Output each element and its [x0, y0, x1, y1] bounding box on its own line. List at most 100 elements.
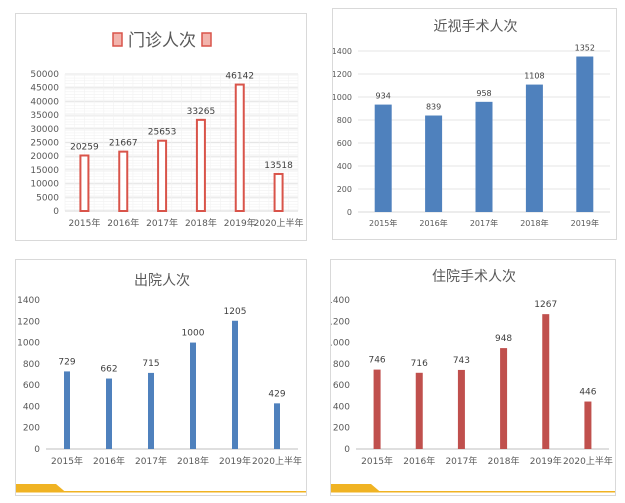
x-tick-label: 2015年 [361, 455, 393, 467]
bar-2 [157, 139, 168, 212]
data-label: 662 [100, 365, 117, 375]
x-tick-label: 2016年 [403, 455, 435, 467]
bar-3 [190, 342, 196, 449]
x-tick-label: 2017年 [135, 455, 167, 467]
x-tick-label: 2019年 [219, 455, 251, 467]
bar-2 [475, 101, 493, 212]
y-tick-label: 45000 [30, 84, 59, 94]
data-label: 729 [58, 357, 75, 367]
y-tick-label: 20000 [30, 152, 59, 162]
y-tick-label: 50000 [30, 70, 59, 80]
chart-title: 出院人次 [134, 273, 190, 289]
accent-line [16, 491, 306, 493]
y-tick-label: 10000 [30, 180, 59, 190]
chart-svg: 近视手术人次 0 200 400 600 800 1000 1200 1400 934 2015年 8… [333, 19, 610, 228]
y-tick-label: 600 [23, 381, 40, 391]
bar-0 [374, 104, 392, 212]
y-tick-label: 200 [337, 185, 352, 194]
chart-title: 近视手术人次 [434, 19, 518, 35]
data-label: 1352 [575, 44, 595, 53]
bar-1 [106, 378, 112, 449]
accent-tab [16, 484, 66, 493]
data-label: 1108 [524, 72, 544, 81]
x-tick-label: 2019年 [224, 217, 256, 229]
data-label: 948 [495, 334, 512, 344]
x-tick-label: 2016年 [107, 217, 139, 229]
x-tick-label: 2018年 [177, 455, 209, 467]
accent-line [331, 491, 615, 493]
y-tick-label: 0 [347, 208, 352, 217]
y-tick-label: 1200 [333, 70, 352, 79]
data-label: 429 [268, 389, 285, 399]
x-tick-label: 2017年 [146, 217, 178, 229]
chart-panel-myopia-surgery: 近视手术人次 0 200 400 600 800 1000 1200 1400 934 2015年 8… [332, 8, 617, 240]
bar-0 [373, 369, 381, 449]
data-label: 716 [411, 359, 428, 369]
y-tick-label: 600 [337, 139, 352, 148]
x-tick-label: 2019年 [530, 455, 562, 467]
bar-1 [415, 372, 423, 449]
bar-4 [234, 83, 245, 212]
y-tick-label: 200 [23, 424, 40, 434]
bar-3 [525, 84, 543, 212]
x-tick-label: 2016年 [419, 218, 447, 228]
y-tick-label: 1200 [331, 317, 350, 327]
data-label: 958 [476, 89, 491, 98]
y-tick-label: 600 [333, 381, 350, 391]
chart-panel-outpatient: 门诊人次 0 5000 10000 15000 20000 25000 30000 35000 4… [15, 13, 307, 241]
y-tick-label: 15000 [30, 166, 59, 176]
x-tick-label: 2018年 [488, 455, 520, 467]
bar-4 [232, 320, 238, 449]
bar-5 [584, 401, 592, 449]
x-tick-label: 2020上半年 [254, 217, 304, 229]
data-label: 20259 [70, 142, 99, 152]
x-tick-label: 2017年 [445, 455, 477, 467]
y-tick-label: 400 [23, 402, 40, 412]
x-tick-label: 2019年 [571, 218, 599, 228]
bar-3 [195, 118, 206, 212]
data-label: 746 [368, 356, 385, 366]
chart-title: 住院手术人次 [432, 269, 516, 285]
y-tick-label: 800 [333, 360, 350, 370]
bar-0 [79, 154, 90, 212]
y-tick-label: 1200 [17, 317, 40, 327]
data-label: 21667 [109, 139, 138, 149]
chart-svg: 出院人次 0 200 400 600 800 1000 1200 1400 729 2015年 662… [16, 273, 306, 493]
data-label: 1000 [182, 329, 205, 339]
y-tick-label: 0 [34, 445, 40, 455]
y-tick-label: 1000 [333, 93, 352, 102]
y-tick-label: 1400 [333, 47, 352, 56]
y-tick-label: 0 [344, 445, 350, 455]
data-label: 1205 [224, 307, 247, 317]
y-tick-label: 400 [333, 402, 350, 412]
y-tick-label: 1000 [331, 339, 350, 349]
accent-tab [331, 484, 381, 493]
bar-3 [500, 348, 508, 449]
data-label: 715 [142, 359, 159, 369]
chart-svg: 住院手术人次 0 200 400 600 800 1000 1200 1400 746 2015年 7… [331, 269, 615, 493]
y-tick-label: 1400 [17, 296, 40, 306]
y-tick-label: 400 [337, 162, 352, 171]
y-tick-label: 35000 [30, 111, 59, 121]
data-label: 743 [453, 356, 470, 366]
x-tick-label: 2017年 [470, 218, 498, 228]
y-tick-label: 30000 [30, 125, 59, 135]
x-tick-label: 2015年 [68, 217, 100, 229]
bar-5 [273, 172, 284, 212]
chart-panel-inpatient-surgery: 住院手术人次 0 200 400 600 800 1000 1200 1400 746 2015年 7… [330, 259, 616, 496]
data-label: 25653 [148, 128, 177, 138]
x-tick-label: 2020上半年 [252, 455, 302, 467]
legend-marker-right [201, 32, 212, 47]
bar-4 [542, 314, 550, 449]
data-label: 46142 [225, 72, 254, 82]
x-tick-label: 2016年 [93, 455, 125, 467]
y-tick-label: 800 [337, 116, 352, 125]
x-tick-label: 2020上半年 [563, 455, 613, 467]
bar-0 [64, 371, 70, 449]
y-tick-label: 40000 [30, 97, 59, 107]
x-tick-label: 2015年 [369, 218, 397, 228]
bar-5 [274, 403, 280, 449]
x-tick-label: 2018年 [520, 218, 548, 228]
data-label: 33265 [187, 107, 216, 117]
data-label: 839 [426, 103, 441, 112]
